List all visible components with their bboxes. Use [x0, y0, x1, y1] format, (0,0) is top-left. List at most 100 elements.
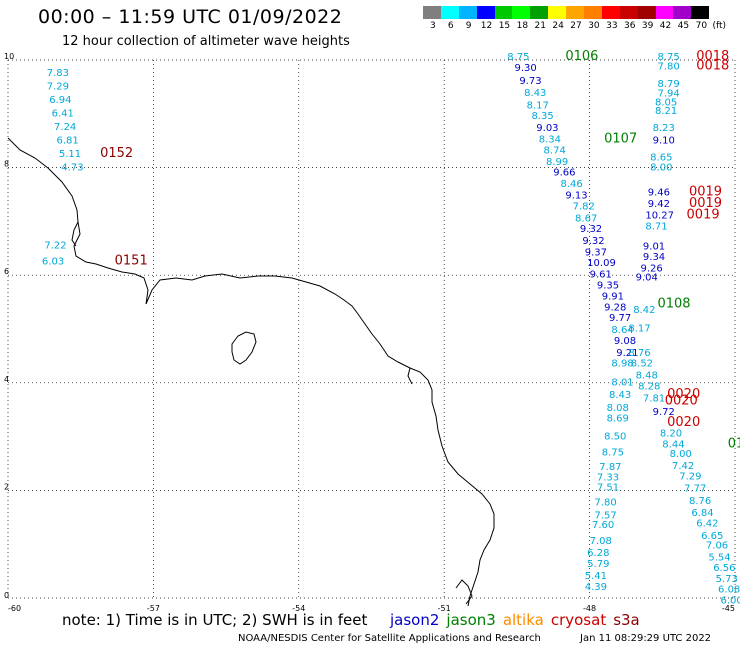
color-scale-label: 9: [465, 21, 472, 31]
wave-height-label: 8.46: [561, 179, 583, 190]
wave-height-label: 7.81: [643, 394, 665, 405]
wave-height-label: 9.28: [604, 303, 626, 314]
wave-height-label: 6.28: [587, 548, 609, 559]
wave-height-label: 7.77: [684, 483, 706, 494]
wave-height-label: 8.23: [653, 123, 675, 134]
wave-height-label: 8.00: [670, 449, 692, 460]
y-tick-label: 6: [4, 267, 9, 276]
map-subtitle: 12 hour collection of altimeter wave hei…: [62, 34, 350, 49]
wave-height-label: 8.20: [660, 429, 682, 440]
wave-height-label: 8.50: [604, 431, 626, 442]
wave-height-label: 9.61: [590, 269, 612, 280]
wave-height-label: 8.43: [609, 390, 631, 401]
color-swatch: [691, 6, 710, 19]
wave-height-label: 5.73: [716, 574, 738, 585]
y-tick-label: 4: [4, 375, 9, 384]
y-tick-label: 8: [4, 160, 9, 169]
wave-height-label: 9.66: [553, 168, 575, 179]
wave-height-label: 8.75: [602, 447, 624, 458]
wave-height-label: 10.09: [587, 258, 616, 269]
wave-height-label: 8.42: [633, 305, 655, 316]
timestamp: Jan 11 08:29:29 UTC 2022: [580, 633, 712, 644]
wave-height-label: 6.94: [49, 95, 71, 106]
color-swatch: [548, 6, 567, 19]
wave-height-label: 6.41: [52, 108, 74, 119]
color-swatch: [637, 6, 656, 19]
wave-height-label: 9.32: [580, 224, 602, 235]
wave-height-label: 6.42: [696, 518, 718, 529]
wave-height-label: 8.21: [655, 106, 677, 117]
pass-time-label: 0019: [689, 196, 722, 211]
satellite-legend-altika: altika: [502, 611, 544, 629]
wave-height-label: 7.80: [594, 497, 616, 508]
color-scale-label: 6: [447, 21, 454, 31]
map-title: 00:00 – 11:59 UTC 01/09/2022: [38, 6, 343, 28]
wave-height-label: 6.65: [701, 531, 723, 542]
wave-height-label: 8.76: [689, 496, 711, 507]
x-tick-label: -57: [147, 604, 160, 613]
island-outline: [231, 331, 257, 365]
wave-height-label: 8.75: [657, 52, 679, 63]
wave-height-label: 8.05: [655, 98, 677, 109]
wave-height-label: 8.52: [631, 359, 653, 370]
wave-height-label: 6.81: [56, 135, 78, 146]
color-scale-label: 21: [534, 21, 546, 31]
wave-height-label: 9.37: [585, 247, 607, 258]
wave-height-label: 7.94: [657, 89, 679, 100]
color-swatch: [476, 6, 495, 19]
wave-height-label: 9.26: [640, 263, 662, 274]
x-tick-label: -54: [292, 604, 305, 613]
coastline: [7, 137, 495, 607]
wave-height-label: 5.41: [585, 571, 607, 582]
color-scale-label: 15: [498, 21, 511, 31]
color-swatch: [458, 6, 477, 19]
wave-height-label: 9.08: [614, 336, 636, 347]
wave-height-label: 6.56: [713, 563, 735, 574]
wave-height-label: 7.08: [590, 536, 612, 547]
wave-height-label: 8.17: [527, 100, 549, 111]
pass-time-label: 0019: [687, 208, 720, 223]
wave-height-label: 9.91: [602, 291, 624, 302]
footer-note: note: 1) Time is in UTC; 2) SWH is in fe…: [62, 611, 368, 629]
wave-height-label: 9.03: [536, 123, 558, 134]
color-scale-label: 18: [516, 21, 529, 31]
pass-time-label: 0018: [696, 49, 729, 64]
wave-height-label: 7.60: [592, 520, 614, 531]
pass-time-label: 0020: [667, 387, 700, 402]
color-swatch: [440, 6, 459, 19]
wave-height-label: 8.34: [539, 134, 561, 145]
wave-height-label: 7.06: [706, 541, 728, 552]
wave-height-label: 5.79: [587, 559, 609, 570]
wave-height-label: 9.77: [609, 313, 631, 324]
color-swatch: [673, 6, 692, 19]
wave-height-label: 9.10: [653, 135, 675, 146]
wave-height-label: 9.42: [648, 199, 670, 210]
coastline-inlet: [71, 221, 79, 247]
wave-height-label: 8.64: [611, 325, 633, 336]
color-swatch: [530, 6, 549, 19]
pass-time-label: 0108: [657, 296, 690, 311]
wave-height-label: 8.99: [546, 157, 568, 168]
y-tick-label: 0: [4, 591, 9, 600]
wave-height-label: 4.39: [585, 582, 607, 593]
x-tick-label: -60: [8, 604, 21, 613]
wave-height-label: 8.65: [650, 153, 672, 164]
wave-height-label: 6.03: [42, 256, 64, 267]
pass-time-label: 0107: [604, 131, 637, 146]
wave-height-label: 9.73: [519, 76, 541, 87]
color-scale-bar: [423, 6, 710, 19]
color-scale-label: 3: [429, 21, 436, 31]
wave-height-label: 9.01: [643, 241, 665, 252]
wave-height-label: 6.00: [720, 595, 740, 606]
wave-height-label: 8.74: [544, 146, 566, 157]
satellite-legend-jason2: jason2: [390, 611, 440, 629]
color-swatch: [619, 6, 638, 19]
credit-line: NOAA/NESDIS Center for Satellite Applica…: [238, 633, 541, 644]
color-scale-label: 30: [588, 21, 600, 31]
wave-height-label: 7.57: [594, 510, 616, 521]
wave-height-label: 6.84: [691, 508, 713, 519]
wave-height-label: 10.27: [645, 211, 674, 222]
wave-height-label: 8.48: [636, 370, 658, 381]
wave-height-label: 8.76: [628, 348, 650, 359]
x-tick-label: -51: [438, 604, 451, 613]
